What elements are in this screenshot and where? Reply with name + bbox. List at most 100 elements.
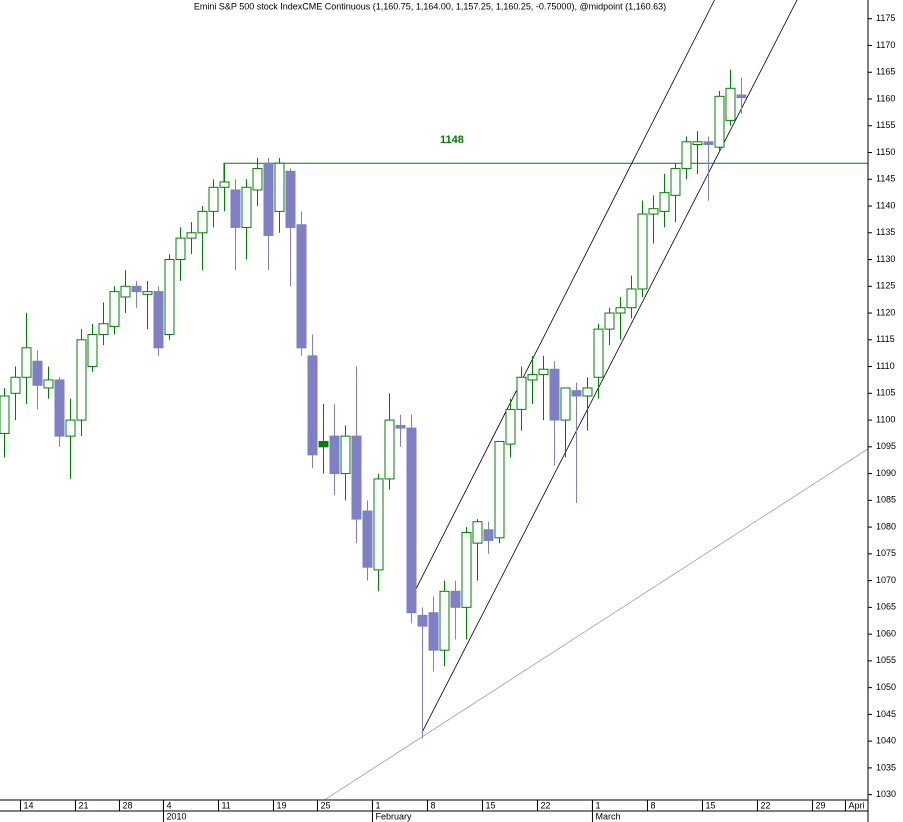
candle-body xyxy=(329,435,340,475)
candle-body xyxy=(670,168,681,196)
x-tick-label: 21 xyxy=(78,800,88,810)
candle-body xyxy=(692,141,703,145)
candle-body xyxy=(296,224,307,349)
trend-line xyxy=(324,448,868,800)
x-tick-label: 11 xyxy=(221,800,230,810)
level-line xyxy=(223,162,868,188)
y-tick-label: 1100 xyxy=(876,414,895,424)
trend-line xyxy=(421,0,798,733)
candle-body xyxy=(32,360,43,386)
x-tick-label: 15 xyxy=(485,800,495,810)
candle-body xyxy=(109,291,120,327)
y-tick-label: 1145 xyxy=(876,174,895,184)
candle-body xyxy=(373,478,384,571)
candle-body xyxy=(395,424,406,429)
x-tick-label: Apri xyxy=(848,800,864,810)
candle-body xyxy=(98,323,109,335)
candle-body xyxy=(560,387,571,421)
candle-body xyxy=(164,259,175,335)
y-tick-label: 1055 xyxy=(876,655,896,665)
candle-body xyxy=(626,288,637,309)
candle-body xyxy=(340,435,351,475)
candle-body xyxy=(219,181,230,188)
x-tick-label: 15 xyxy=(705,800,715,810)
x-tick-label: 1 xyxy=(595,800,600,810)
trend-line xyxy=(411,0,715,597)
candle-body xyxy=(120,285,131,298)
candle-body xyxy=(186,232,197,239)
y-tick-label: 1175 xyxy=(876,13,895,23)
candle-body xyxy=(681,141,692,170)
y-tick-label: 1155 xyxy=(876,120,895,130)
x-tick-label: 8 xyxy=(430,800,435,810)
candle-body xyxy=(714,95,725,148)
candle-body xyxy=(516,376,527,410)
candle-body xyxy=(648,208,659,215)
candle-body xyxy=(351,435,362,520)
y-tick-label: 1140 xyxy=(876,200,895,210)
y-tick-label: 1120 xyxy=(876,307,895,317)
x-tick-label: 22 xyxy=(540,800,550,810)
candle-body xyxy=(417,614,428,627)
candle-body xyxy=(593,328,604,378)
y-tick-label: 1135 xyxy=(876,227,895,237)
candle-body xyxy=(197,210,208,234)
candle-body xyxy=(307,355,318,456)
candle-body xyxy=(725,87,736,121)
y-tick-label: 1150 xyxy=(876,147,895,157)
x-tick-label: 25 xyxy=(320,800,330,810)
y-tick-label: 1165 xyxy=(876,67,895,77)
candle-body xyxy=(494,440,505,539)
candle-body xyxy=(142,291,153,295)
candle-body xyxy=(10,376,21,394)
candle-body xyxy=(131,285,142,293)
candle-body xyxy=(43,379,54,389)
month-label: March xyxy=(595,811,620,821)
y-tick-label: 1090 xyxy=(876,468,896,478)
candle-body xyxy=(230,189,241,228)
candle-body xyxy=(285,170,296,228)
candle-body xyxy=(505,408,516,445)
level-label: 1148 xyxy=(440,134,464,146)
y-tick-label: 1170 xyxy=(876,40,895,50)
y-tick-label: 1045 xyxy=(876,709,896,719)
y-tick-label: 1065 xyxy=(876,602,896,612)
candle-body xyxy=(549,368,560,421)
candle-body xyxy=(406,427,417,614)
month-label: February xyxy=(375,811,412,821)
candle-body xyxy=(76,339,87,421)
candle-body xyxy=(604,312,615,330)
y-tick-label: 1080 xyxy=(876,521,896,531)
candle-body xyxy=(736,94,747,99)
candle-body xyxy=(461,531,472,608)
y-tick-label: 1085 xyxy=(876,495,896,505)
candle-body xyxy=(582,387,593,397)
candle-body xyxy=(175,237,186,261)
candle-body xyxy=(263,162,274,236)
x-tick-label: 22 xyxy=(760,800,770,810)
x-tick-label: 28 xyxy=(122,800,132,810)
candle-body xyxy=(87,333,98,368)
y-tick-label: 1040 xyxy=(876,736,896,746)
candle-body xyxy=(362,510,373,568)
candle-body xyxy=(153,291,164,349)
candle-body xyxy=(0,395,10,434)
candle-body xyxy=(65,419,76,437)
y-tick-label: 1070 xyxy=(876,575,896,585)
x-tick-label: 8 xyxy=(650,800,655,810)
y-tick-label: 1115 xyxy=(876,334,895,344)
x-tick-label: 29 xyxy=(815,800,825,810)
candle-body xyxy=(384,419,395,480)
y-tick-label: 1110 xyxy=(876,361,895,371)
candle-body xyxy=(208,186,219,212)
candle-body xyxy=(483,529,494,541)
x-tick-label: 14 xyxy=(23,800,33,810)
month-label: 2010 xyxy=(166,811,186,821)
candle-body xyxy=(538,368,549,376)
y-tick-label: 1095 xyxy=(876,441,896,451)
candle-body xyxy=(241,186,252,228)
y-tick-label: 1125 xyxy=(876,281,895,291)
y-tick-label: 1050 xyxy=(876,682,896,692)
